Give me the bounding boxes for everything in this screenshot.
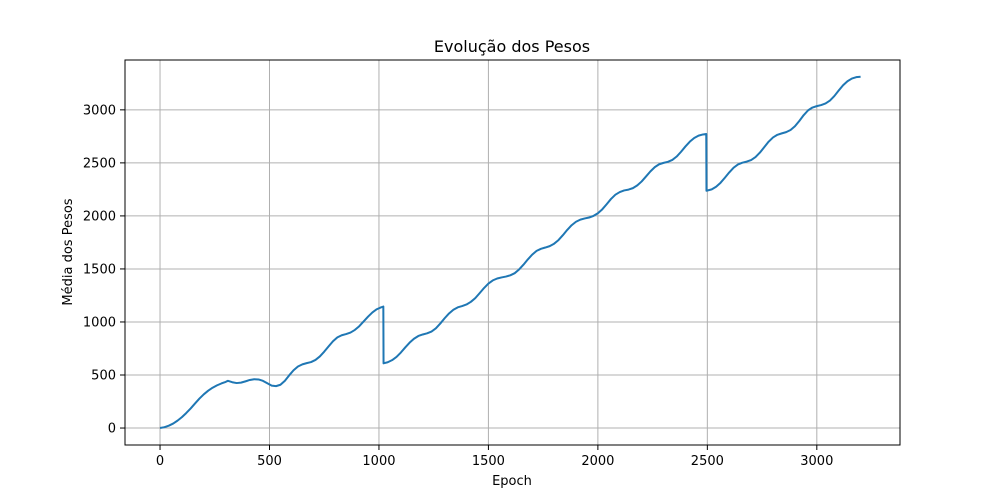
y-tick-label: 3000: [83, 103, 116, 118]
y-tick-label: 1000: [83, 315, 116, 330]
x-tick-label: 1000: [362, 454, 395, 469]
grid: [125, 60, 900, 445]
x-tick-label: 500: [257, 454, 282, 469]
series-line: [159, 75, 861, 430]
chart-title: Evolução dos Pesos: [434, 37, 590, 56]
x-tick-label: 2500: [691, 454, 724, 469]
series-layer: [159, 75, 861, 430]
y-tick-label: 2000: [83, 209, 116, 224]
y-axis: 0 500 1000 1500 2000 2500 3000: [83, 103, 125, 437]
x-axis: 0 500 1000 1500 2000 2500 3000: [156, 445, 833, 469]
x-axis-label: Epoch: [492, 474, 532, 489]
y-tick-label: 500: [91, 369, 116, 384]
y-tick-label: 2500: [83, 156, 116, 171]
x-tick-label: 0: [156, 454, 164, 469]
x-tick-label: 1500: [472, 454, 505, 469]
x-tick-label: 2000: [581, 454, 614, 469]
y-axis-label: Média dos Pesos: [61, 198, 76, 305]
y-tick-label: 0: [108, 422, 116, 437]
x-tick-label: 3000: [800, 454, 833, 469]
y-tick-label: 1500: [83, 262, 116, 277]
plot-frame: [124, 59, 901, 446]
